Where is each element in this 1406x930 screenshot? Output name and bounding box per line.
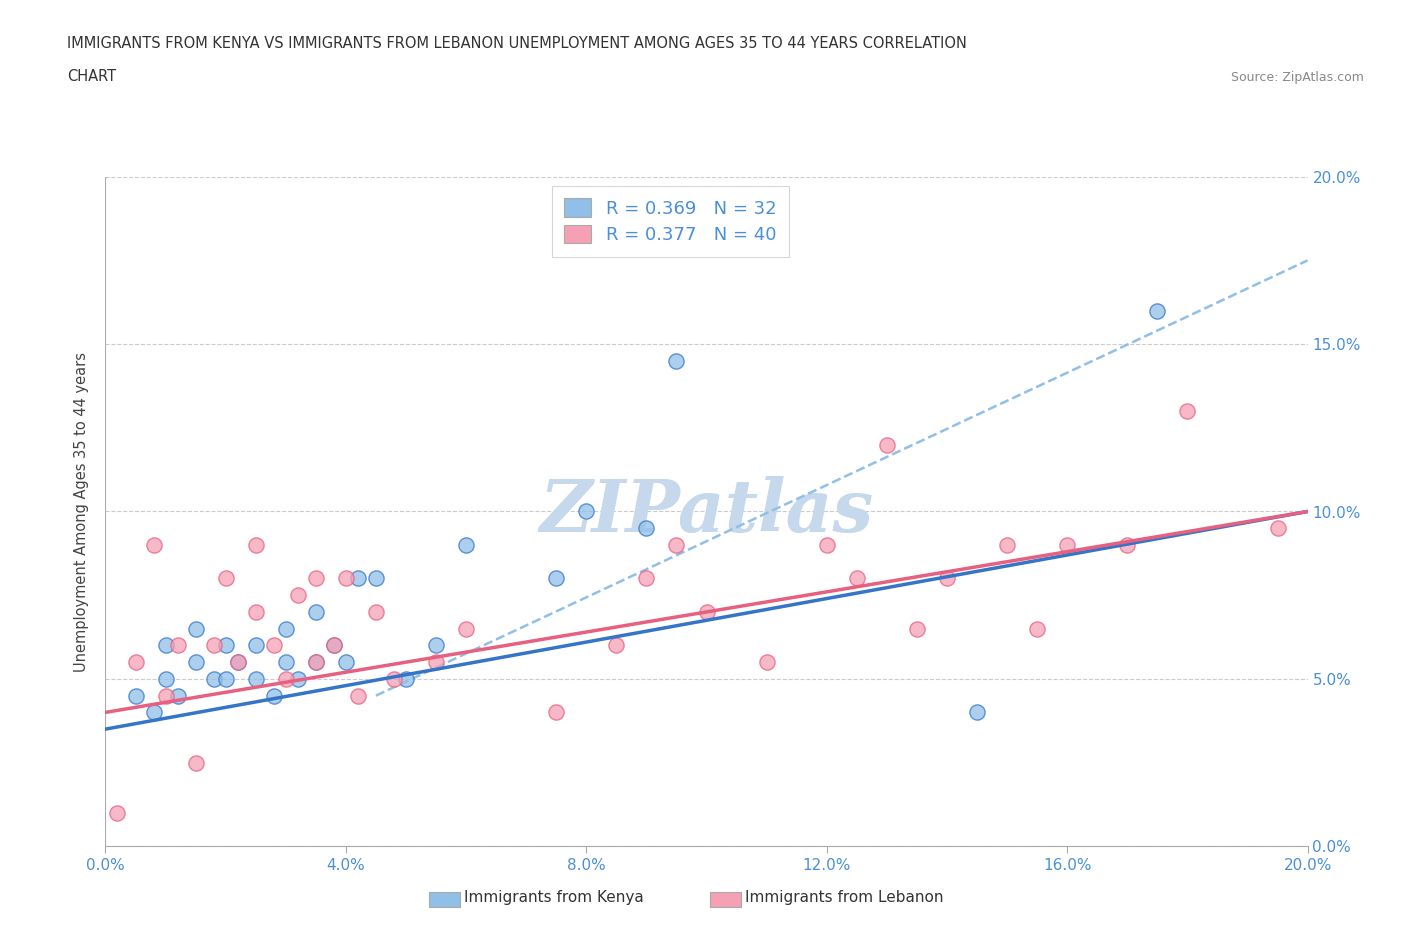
Point: [347, 688, 370, 703]
Point: [226, 655, 249, 670]
Point: [124, 688, 146, 703]
Point: [214, 638, 236, 653]
Point: [202, 638, 225, 653]
Point: [546, 705, 568, 720]
Point: [274, 621, 297, 636]
Point: [636, 521, 658, 536]
Point: [263, 638, 285, 653]
Point: [454, 621, 477, 636]
Point: [166, 638, 188, 653]
Point: [305, 604, 328, 619]
Point: [245, 671, 267, 686]
Point: [425, 638, 447, 653]
Point: [142, 538, 165, 552]
Point: [966, 705, 988, 720]
Point: [245, 638, 267, 653]
Point: [665, 538, 688, 552]
Point: [636, 571, 658, 586]
Point: [382, 671, 405, 686]
Legend: R = 0.369   N = 32, R = 0.377   N = 40: R = 0.369 N = 32, R = 0.377 N = 40: [551, 186, 789, 257]
Point: [226, 655, 249, 670]
Point: [936, 571, 959, 586]
Point: [364, 571, 387, 586]
Point: [263, 688, 285, 703]
Text: Source: ZipAtlas.com: Source: ZipAtlas.com: [1230, 71, 1364, 84]
Point: [107, 805, 129, 820]
Point: [454, 538, 477, 552]
Point: [274, 671, 297, 686]
Text: Immigrants from Kenya: Immigrants from Kenya: [464, 890, 644, 905]
Point: [184, 755, 207, 770]
Point: [1175, 404, 1198, 418]
Point: [335, 655, 357, 670]
Point: [305, 655, 328, 670]
Point: [214, 571, 236, 586]
Point: [845, 571, 868, 586]
Point: [142, 705, 165, 720]
Point: [155, 638, 177, 653]
Text: IMMIGRANTS FROM KENYA VS IMMIGRANTS FROM LEBANON UNEMPLOYMENT AMONG AGES 35 TO 4: IMMIGRANTS FROM KENYA VS IMMIGRANTS FROM…: [67, 36, 967, 51]
Point: [1056, 538, 1078, 552]
Point: [287, 588, 309, 603]
Point: [546, 571, 568, 586]
Point: [905, 621, 928, 636]
Point: [202, 671, 225, 686]
Point: [1267, 521, 1289, 536]
Point: [815, 538, 838, 552]
Point: [245, 604, 267, 619]
Point: [155, 688, 177, 703]
Point: [425, 655, 447, 670]
Point: [364, 604, 387, 619]
Point: [184, 621, 207, 636]
Point: [347, 571, 370, 586]
Point: [245, 538, 267, 552]
Point: [214, 671, 236, 686]
Point: [605, 638, 627, 653]
Point: [1146, 303, 1168, 318]
Text: CHART: CHART: [67, 69, 117, 84]
Point: [876, 437, 898, 452]
Point: [305, 571, 328, 586]
Point: [1026, 621, 1049, 636]
Point: [322, 638, 344, 653]
Text: ZIPatlas: ZIPatlas: [540, 476, 873, 547]
Point: [395, 671, 418, 686]
Point: [335, 571, 357, 586]
Point: [1116, 538, 1139, 552]
Point: [184, 655, 207, 670]
Point: [575, 504, 598, 519]
Point: [166, 688, 188, 703]
Point: [322, 638, 344, 653]
Point: [274, 655, 297, 670]
Point: [665, 353, 688, 368]
Point: [305, 655, 328, 670]
Point: [287, 671, 309, 686]
Point: [124, 655, 146, 670]
Y-axis label: Unemployment Among Ages 35 to 44 years: Unemployment Among Ages 35 to 44 years: [75, 352, 90, 671]
Point: [155, 671, 177, 686]
Point: [995, 538, 1018, 552]
Point: [755, 655, 778, 670]
Text: Immigrants from Lebanon: Immigrants from Lebanon: [745, 890, 943, 905]
Point: [696, 604, 718, 619]
